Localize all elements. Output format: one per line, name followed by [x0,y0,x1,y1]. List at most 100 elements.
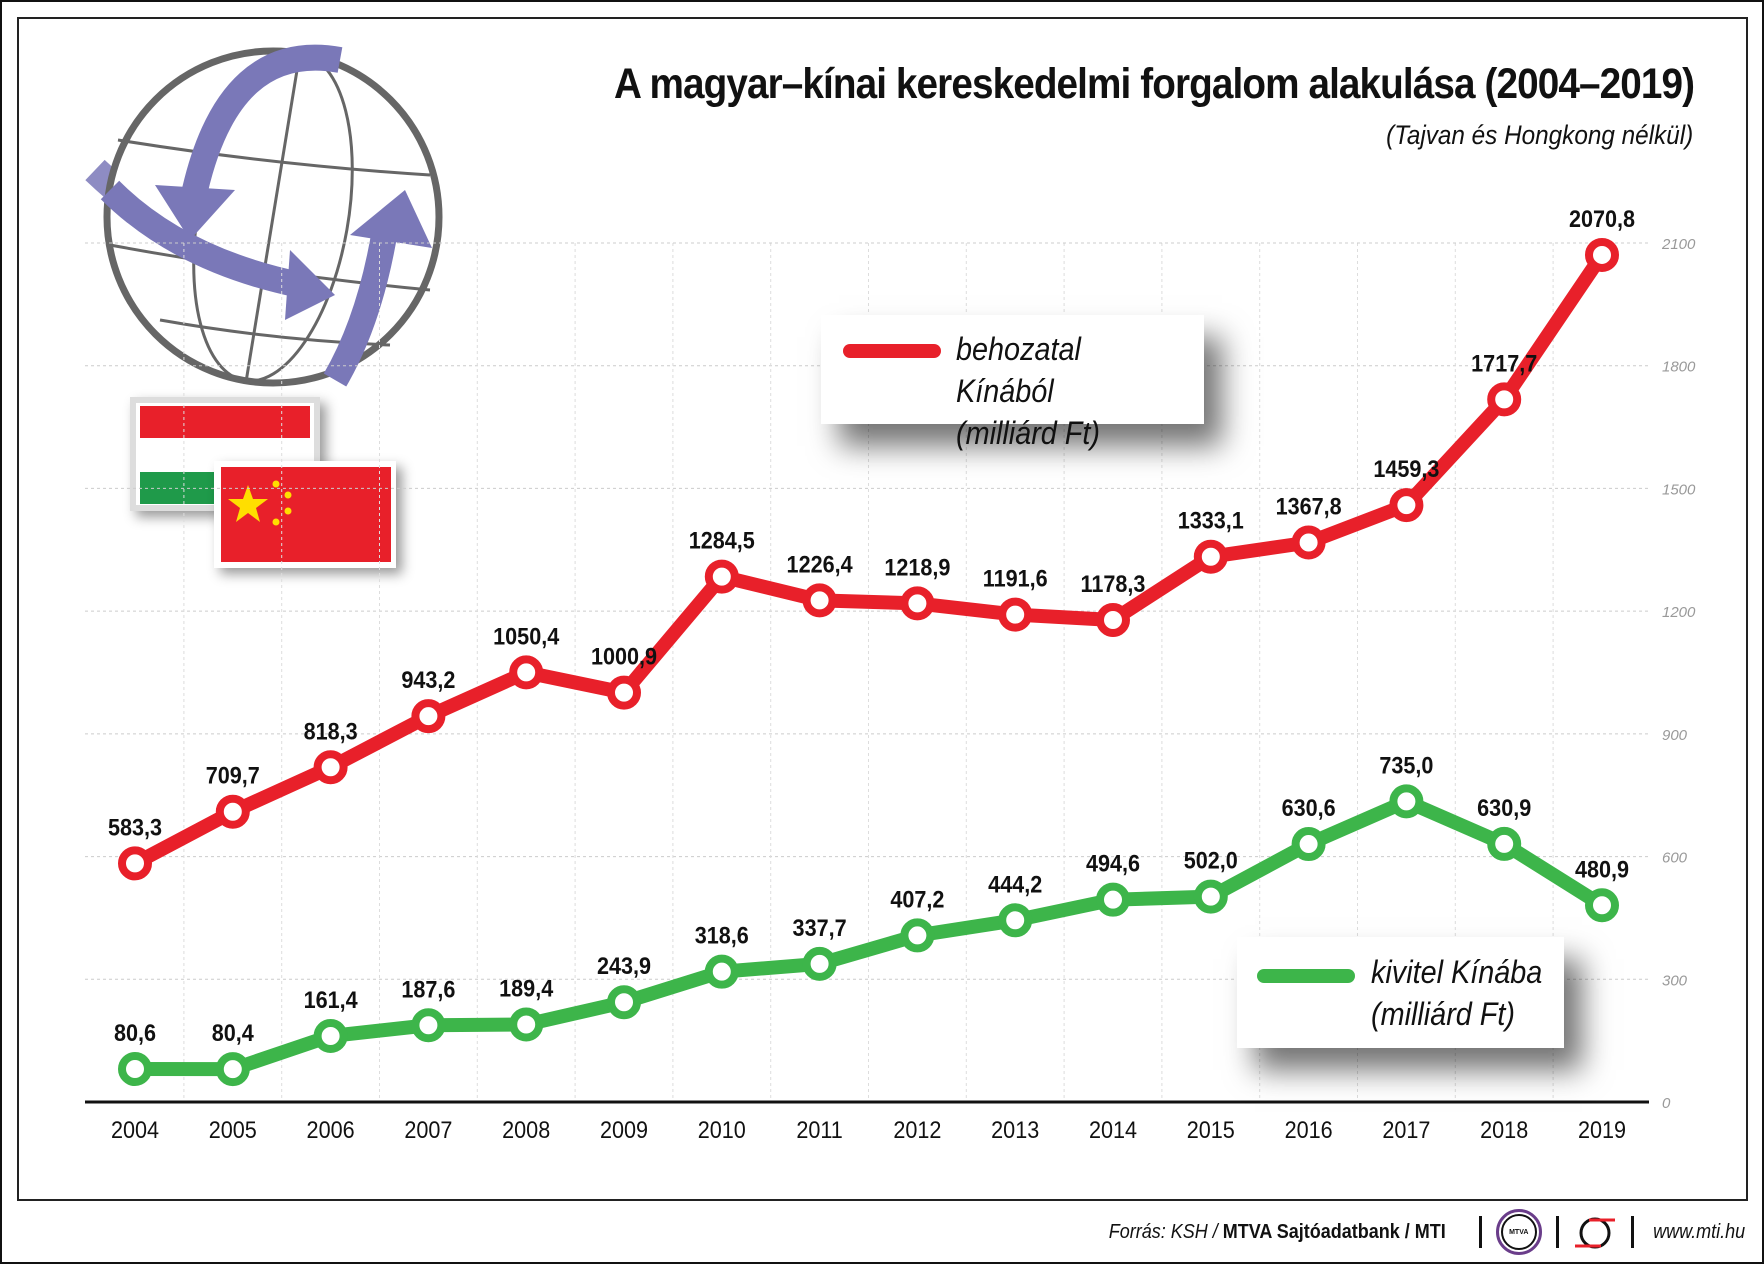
series-line-import [131,251,1608,870]
data-label: 709,7 [206,762,260,789]
x-tick-label: 2016 [1285,1116,1333,1143]
data-label: 1367,8 [1276,492,1342,519]
data-point [313,1018,348,1053]
data-label: 80,6 [114,1019,156,1046]
footer: Forrás: KSH / MTVA Sajtóadatbank / MTI M… [1090,1209,1750,1255]
x-tick-label: 2010 [698,1116,746,1143]
x-tick-label: 2019 [1578,1116,1626,1143]
data-point [215,1052,250,1087]
data-label: 630,9 [1477,794,1531,821]
x-tick-label: 2017 [1382,1116,1430,1143]
y-tick-label: 1800 [1662,359,1696,376]
mtva-logo-text: MTVA [1500,1214,1537,1250]
data-label: 243,9 [597,952,651,979]
data-label: 189,4 [499,974,553,1001]
data-label: 630,6 [1282,794,1336,821]
data-label: 407,2 [890,885,944,912]
x-tick-label: 2011 [796,1116,842,1143]
data-point [411,1008,446,1043]
divider [1630,1216,1634,1248]
data-label: 161,4 [304,986,358,1013]
chinese-flag-icon [214,461,396,568]
mti-logo-icon [1574,1217,1615,1249]
data-point [998,903,1033,938]
source-bold: MTVA Sajtóadatbank / MTI [1223,1220,1447,1243]
data-point [215,794,250,829]
data-label: 943,2 [401,666,455,693]
y-tick-label: 300 [1662,972,1688,989]
data-point [1487,826,1522,861]
data-label: 480,9 [1575,855,1629,882]
data-label: 2070,8 [1569,205,1635,232]
legend-export: kivitel Kínába (milliárd Ft) [1237,937,1564,1048]
data-label: 1000,9 [591,643,657,670]
data-label: 1333,1 [1178,507,1244,534]
data-point [900,918,935,953]
data-point [1389,488,1424,523]
chart-subtitle: (Tajvan és Hongkong nélkül) [1385,120,1693,150]
data-label: 1717,7 [1471,349,1537,376]
data-label: 1284,5 [689,527,755,554]
legend-import: behozatal Kínából (milliárd Ft) [821,315,1204,451]
data-label: 80,4 [212,1019,254,1046]
data-point [607,675,641,710]
legend-label-export: kivitel Kínába [1371,954,1543,990]
data-label: 337,7 [793,914,847,941]
data-point [313,750,348,785]
source-prefix: Forrás: KSH / [1108,1220,1224,1243]
data-point [1096,603,1130,638]
x-tick-label: 2018 [1480,1116,1528,1143]
data-point [1291,827,1326,862]
x-tick-label: 2006 [307,1116,355,1143]
source-text: Forrás: KSH / MTVA Sajtóadatbank / MTI [1109,1221,1446,1244]
x-tick-label: 2004 [111,1116,159,1143]
data-label: 1050,4 [493,622,559,649]
y-tick-label: 2100 [1661,236,1696,253]
mtva-logo: MTVA [1495,1209,1542,1255]
data-point [998,597,1033,632]
data-label: 1459,3 [1373,455,1439,482]
x-tick-label: 2013 [991,1116,1039,1143]
y-tick-label: 1200 [1662,604,1696,621]
data-point [1389,784,1424,819]
chart-frame [17,17,1748,1201]
data-label: 1226,4 [787,550,853,577]
legend-swatch-export [1257,969,1355,983]
legend-swatch-import [843,344,941,358]
data-point [1291,525,1326,560]
data-label: 494,6 [1086,850,1140,877]
chart-title: A magyar–kínai kereskedelmi forgalom ala… [613,60,1695,108]
globe-icon [85,44,443,387]
data-point [118,1052,152,1087]
data-point [1585,237,1619,272]
data-point [509,655,544,690]
x-tick-label: 2009 [600,1116,648,1143]
y-tick-label: 900 [1662,727,1688,744]
legend-unit-import: (milliárd Ft) [956,415,1100,451]
data-label: 1191,6 [983,565,1048,592]
data-point [802,583,837,618]
x-tick-label: 2008 [502,1116,550,1143]
data-label: 502,0 [1184,847,1238,874]
data-label: 1178,3 [1081,570,1146,597]
series-line-export [134,794,1606,1077]
data-point [118,846,152,881]
x-tick-label: 2014 [1089,1116,1137,1143]
legend-unit-export: (milliárd Ft) [1371,996,1515,1032]
legend-label-import: behozatal Kínából [956,331,1081,409]
data-point [1193,539,1228,574]
data-point [1585,888,1619,923]
divider [1555,1216,1559,1248]
x-tick-label: 2007 [404,1116,452,1143]
data-point [802,946,837,981]
data-label: 187,6 [401,975,455,1002]
data-point [509,1007,544,1042]
data-point [1096,882,1130,917]
y-tick-label: 0 [1662,1095,1671,1112]
data-label: 318,6 [695,922,749,949]
data-point [704,559,739,594]
x-tick-label: 2015 [1187,1116,1235,1143]
data-label: 444,2 [988,870,1042,897]
